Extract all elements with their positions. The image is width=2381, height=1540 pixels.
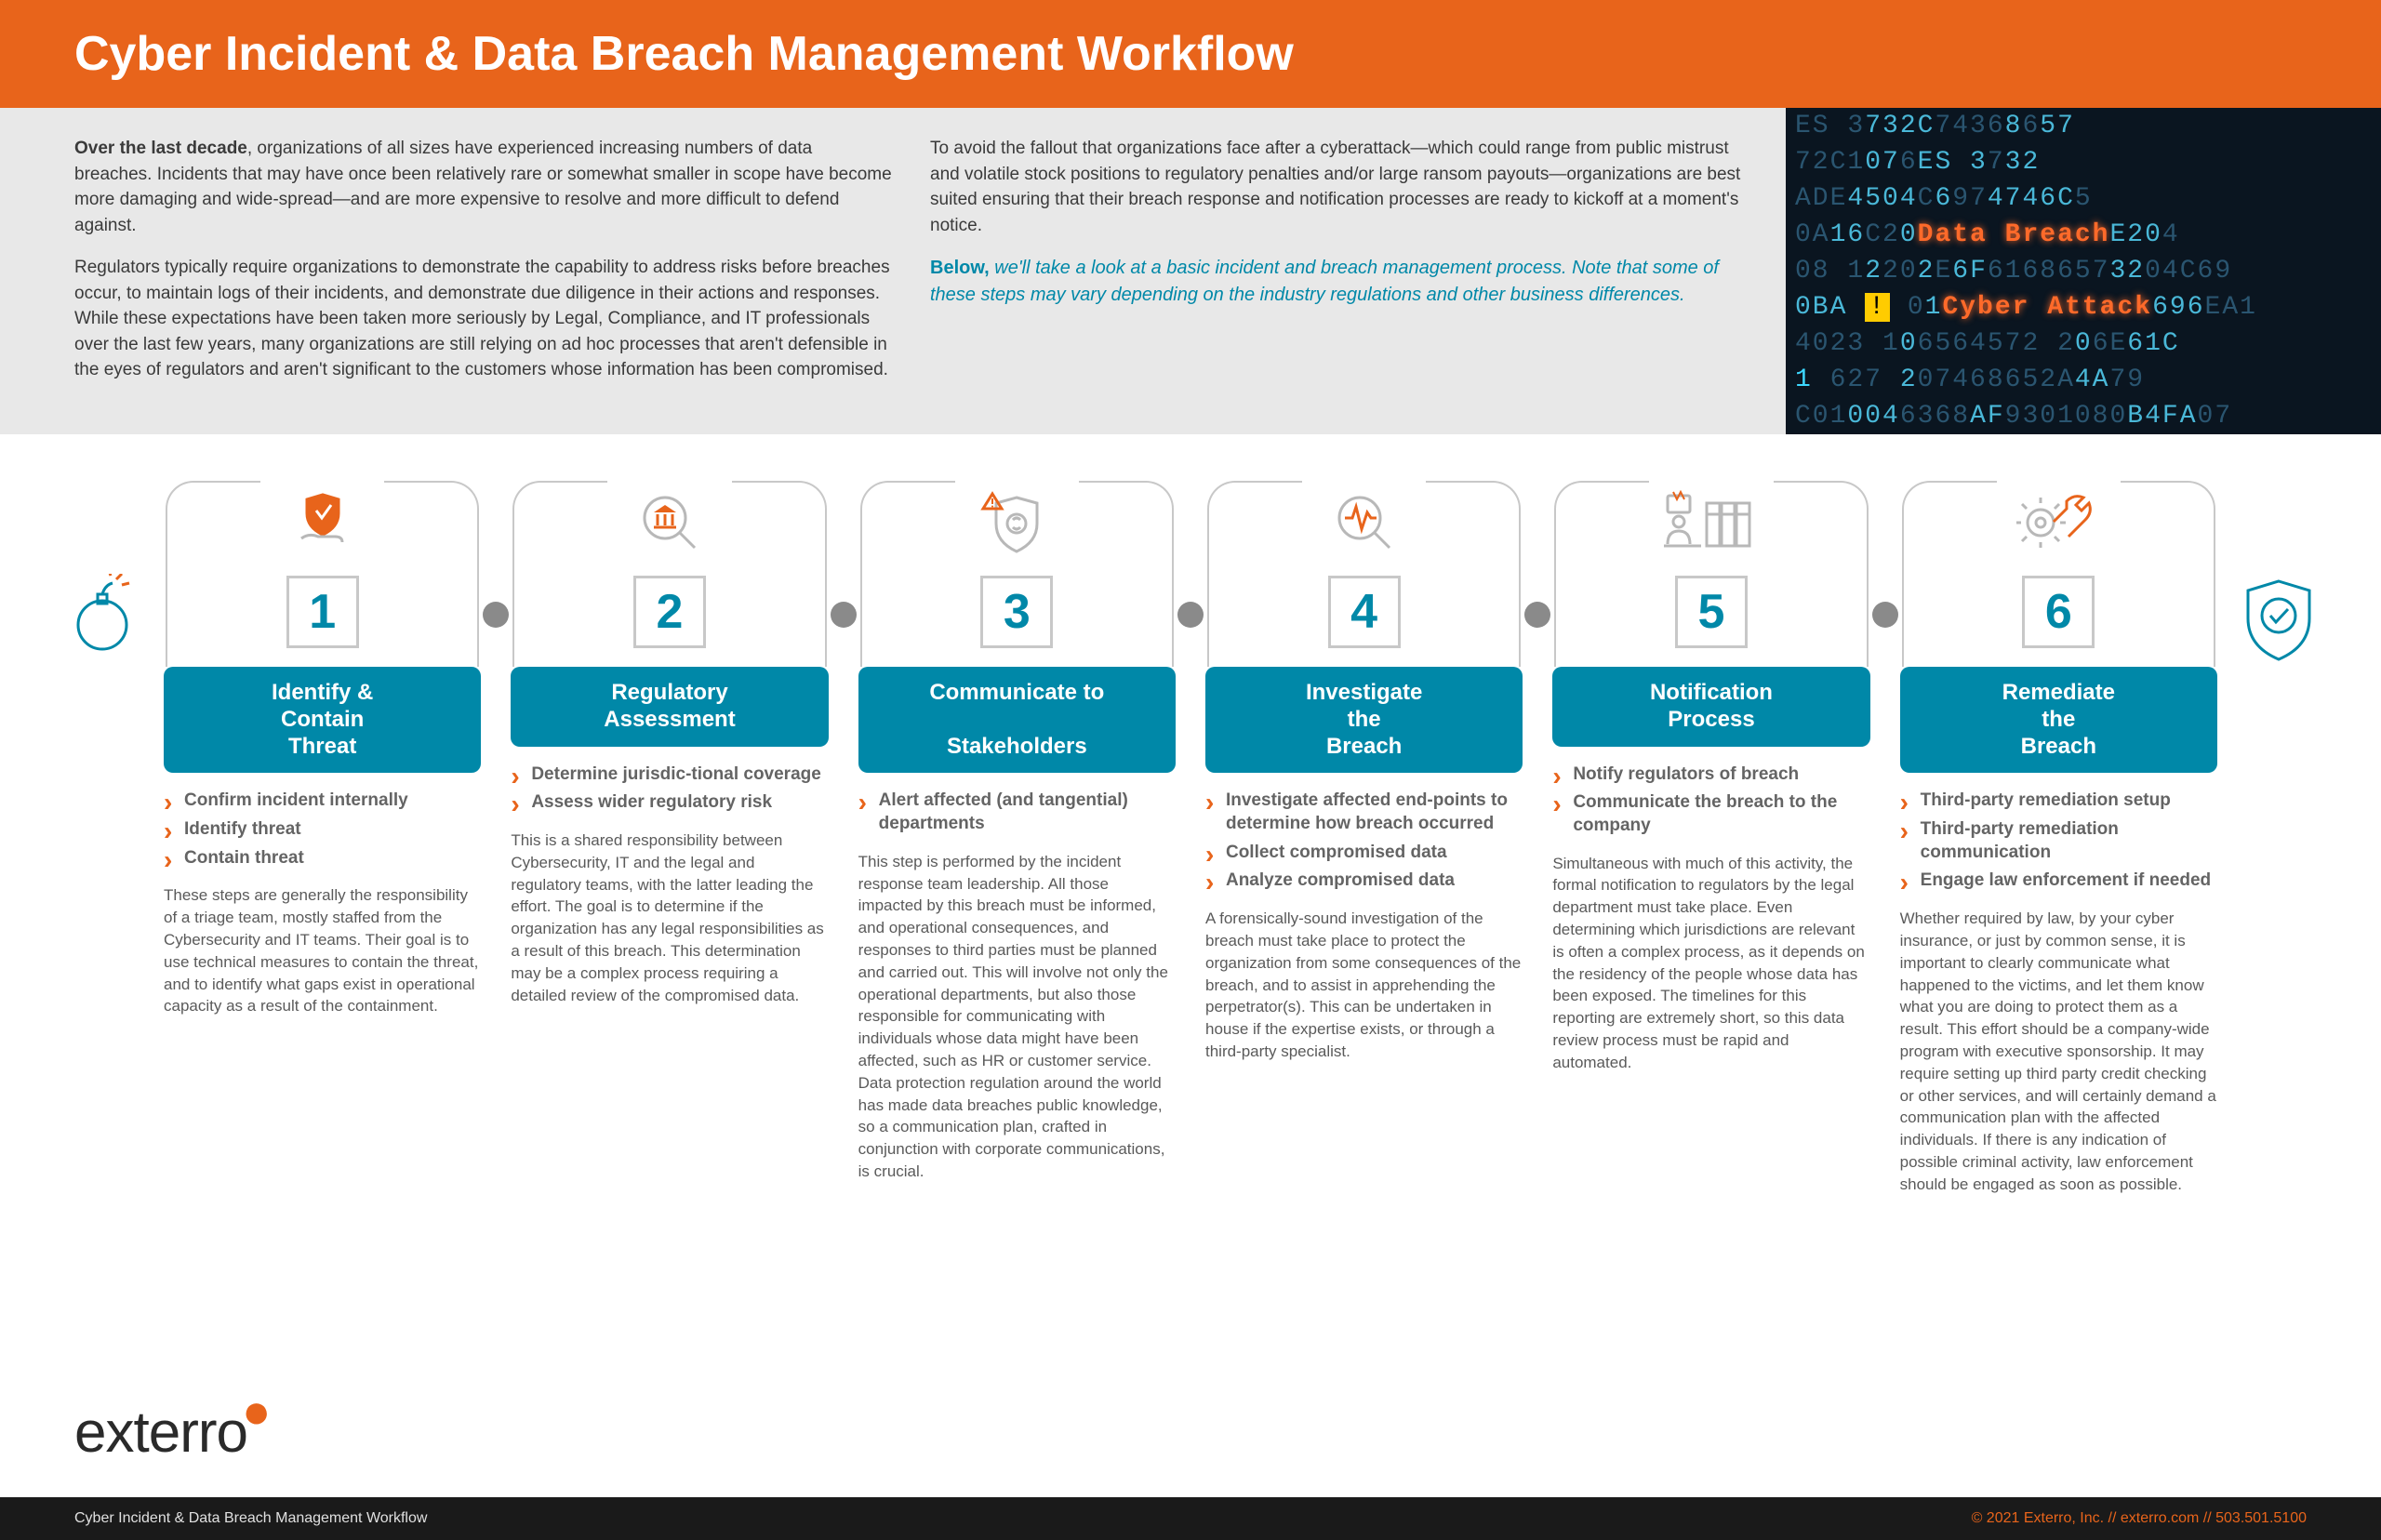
step-title: Identify & ContainThreat — [164, 667, 481, 773]
step-4: 4 InvestigatetheBreach Investigate affec… — [1190, 481, 1537, 1196]
magnify-bank-icon — [619, 490, 721, 555]
step-bullet: Third-party remediation communication — [1900, 818, 2217, 864]
step-bullet: Confirm incident internally — [164, 790, 481, 813]
step-bullet: Alert affected (and tangential) departme… — [858, 790, 1176, 835]
step-number: 4 — [1350, 584, 1377, 640]
step-title: RemediatetheBreach — [1900, 667, 2217, 773]
step-bullets: Investigate affected end-points to deter… — [1205, 790, 1523, 893]
step-bullet: Contain threat — [164, 847, 481, 870]
step-bullet: Analyze compromised data — [1205, 870, 1523, 893]
step-bullets: Notify regulators of breach Communicate t… — [1552, 763, 1869, 838]
intro-callout: Below, we'll take a look at a basic inci… — [930, 255, 1749, 309]
page-title: Cyber Incident & Data Breach Management … — [74, 26, 2307, 82]
step-bullet: Investigate affected end-points to deter… — [1205, 790, 1523, 835]
workflow: 1 Identify & ContainThreat Confirm incid… — [0, 434, 2381, 1196]
step-bullets: Determine jurisdic-tional coverage Assess… — [511, 763, 828, 815]
header-band: Cyber Incident & Data Breach Management … — [0, 0, 2381, 108]
step-bullet: Identify threat — [164, 818, 481, 842]
intro-text: Over the last decade, organizations of a… — [0, 108, 1786, 434]
step-bullet: Determine jurisdic-tional coverage — [511, 763, 828, 787]
step-body: These steps are generally the responsibi… — [164, 884, 481, 1017]
intro-col-2: To avoid the fallout that organizations … — [930, 136, 1749, 406]
step-icon-zone — [1205, 481, 1523, 564]
step-bullets: Confirm incident internally Identify thre… — [164, 790, 481, 870]
step-bullet: Collect compromised data — [1205, 842, 1523, 865]
end-shield-check-icon — [2232, 481, 2325, 667]
step-number: 2 — [657, 584, 684, 640]
hero-line: ADE4504C6974746C5 — [1786, 180, 2381, 217]
step-bullet: Engage law enforcement if needed — [1900, 870, 2217, 893]
hero-line: 0A16C20Data BreachE204 — [1786, 217, 2381, 253]
magnify-pulse-icon — [1313, 490, 1416, 555]
connector-dot — [1177, 602, 1204, 628]
shield-warn-icon — [961, 490, 1072, 555]
start-bomb-icon — [56, 481, 149, 657]
step-number-box: 1 — [286, 576, 359, 648]
step-body: This step is performed by the incident r… — [858, 851, 1176, 1183]
logo-dot: ● — [242, 1385, 270, 1439]
intro-section: Over the last decade, organizations of a… — [0, 108, 2381, 434]
step-number: 5 — [1698, 584, 1725, 640]
hero-image: ES 3732C7436865772C1076ES 3732ADE4504C69… — [1786, 108, 2381, 434]
hero-line: 4023 106564572 206E61C — [1786, 325, 2381, 362]
connector-dot — [831, 602, 857, 628]
logo-zone: exterro● — [74, 1400, 275, 1466]
step-bullet: Assess wider regulatory risk — [511, 791, 828, 815]
step-number: 6 — [2045, 584, 2072, 640]
step-bullet: Third-party remediation setup — [1900, 790, 2217, 813]
intro-p1: Over the last decade, organizations of a… — [74, 136, 893, 238]
gear-wrench-icon — [1998, 490, 2119, 555]
intro-p3: To avoid the fallout that organizations … — [930, 136, 1749, 238]
step-body: Simultaneous with much of this activity,… — [1552, 853, 1869, 1074]
footer: Cyber Incident & Data Breach Management … — [0, 1497, 2381, 1540]
hero-line: ES 3732C74368657 — [1786, 108, 2381, 144]
step-number-box: 5 — [1675, 576, 1748, 648]
step-icon-zone — [858, 481, 1176, 564]
step-3: 3 Communicate toStakeholders Alert affec… — [844, 481, 1190, 1196]
hero-line: 0BA ! 01Cyber Attack696EA1 — [1786, 289, 2381, 325]
step-bullet: Notify regulators of breach — [1552, 763, 1869, 787]
step-1: 1 Identify & ContainThreat Confirm incid… — [149, 481, 496, 1196]
hero-line: C010046368AF9301080B4FA07 — [1786, 398, 2381, 434]
hero-line: 1 627 207468652A4A79 — [1786, 362, 2381, 398]
step-number-box: 6 — [2022, 576, 2095, 648]
step-number-box: 4 — [1328, 576, 1401, 648]
step-icon-zone — [1900, 481, 2217, 564]
steps-container: 1 Identify & ContainThreat Confirm incid… — [149, 481, 2232, 1196]
step-bullets: Alert affected (and tangential) departme… — [858, 790, 1176, 835]
hero-line: 08 12202E6F61686573204C69 — [1786, 253, 2381, 289]
person-files-icon — [1642, 490, 1781, 555]
step-body: A forensically-sound investigation of th… — [1205, 908, 1523, 1063]
step-icon-zone — [164, 481, 481, 564]
intro-p2: Regulators typically require organizatio… — [74, 255, 893, 383]
footer-right: © 2021 Exterro, Inc. // exterro.com // 5… — [1972, 1510, 2307, 1527]
shield-hand-icon — [272, 490, 374, 555]
step-6: 6 RemediatetheBreach Third-party remedia… — [1885, 481, 2232, 1196]
step-bullets: Third-party remediation setup Third-party… — [1900, 790, 2217, 893]
step-title: NotificationProcess — [1552, 667, 1869, 747]
connector-dot — [1872, 602, 1898, 628]
step-number: 3 — [1004, 584, 1031, 640]
step-icon-zone — [511, 481, 828, 564]
step-5: 5 NotificationProcess Notify regulators … — [1537, 481, 1884, 1196]
step-2: 2 RegulatoryAssessment Determine jurisdi… — [496, 481, 843, 1196]
step-bullet: Communicate the breach to the company — [1552, 791, 1869, 837]
workflow-row: 1 Identify & ContainThreat Confirm incid… — [56, 481, 2325, 1196]
step-title: RegulatoryAssessment — [511, 667, 828, 747]
step-body: This is a shared responsibility between … — [511, 830, 828, 1006]
step-number: 1 — [309, 584, 336, 640]
brand-logo: exterro● — [74, 1400, 275, 1466]
step-title: InvestigatetheBreach — [1205, 667, 1523, 773]
step-body: Whether required by law, by your cyber i… — [1900, 908, 2217, 1195]
step-number-box: 2 — [633, 576, 706, 648]
step-number-box: 3 — [980, 576, 1053, 648]
footer-left: Cyber Incident & Data Breach Management … — [74, 1510, 427, 1527]
step-title: Communicate toStakeholders — [858, 667, 1176, 773]
step-icon-zone — [1552, 481, 1869, 564]
intro-col-1: Over the last decade, organizations of a… — [74, 136, 893, 406]
hero-line: 72C1076ES 3732 — [1786, 144, 2381, 180]
intro-lead: Over the last decade — [74, 139, 247, 158]
